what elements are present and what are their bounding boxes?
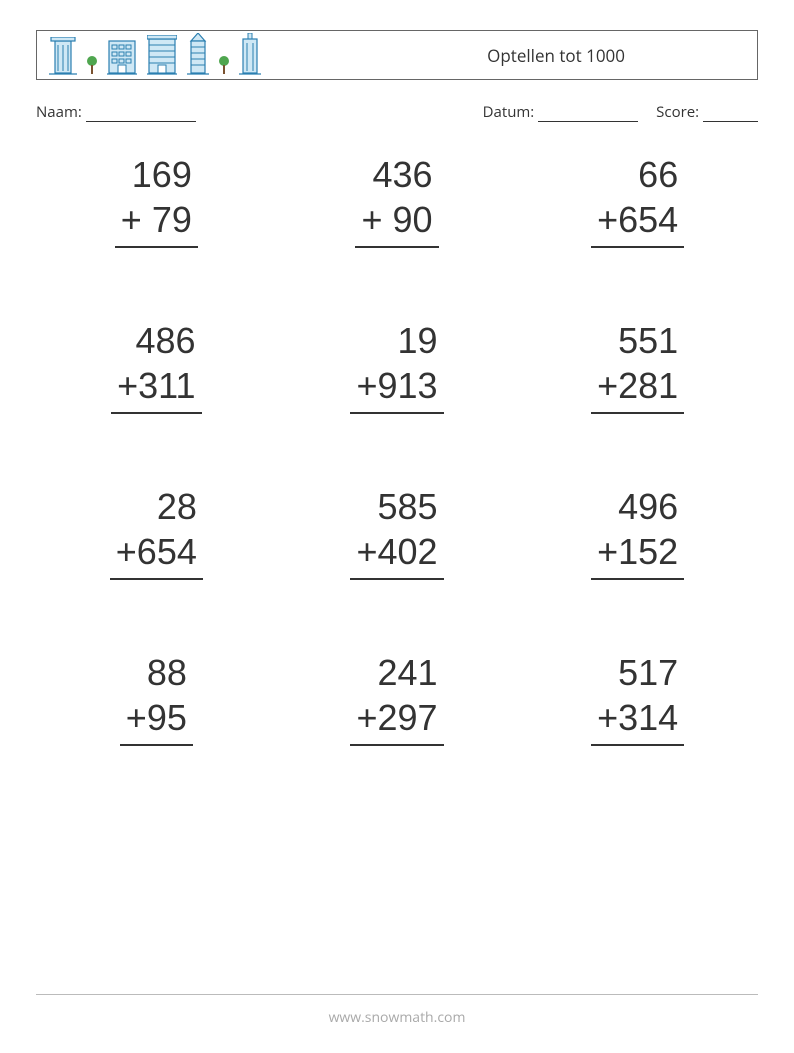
addend-top: 585 xyxy=(350,484,443,529)
addend-bottom: +314 xyxy=(591,695,684,746)
addend-top: 88 xyxy=(120,650,193,695)
addend-bottom: +654 xyxy=(110,529,203,580)
header-box: Optellen tot 1000 xyxy=(36,30,758,80)
addend-top: 517 xyxy=(591,650,684,695)
addend-top: 241 xyxy=(350,650,443,695)
problem: 241+297 xyxy=(297,650,498,746)
addend-top: 28 xyxy=(110,484,203,529)
addend-top: 66 xyxy=(591,152,684,197)
building-icon xyxy=(239,33,261,75)
score-label: Score: xyxy=(656,102,699,122)
date-blank[interactable] xyxy=(538,108,638,122)
buildings-illustration xyxy=(49,35,261,75)
problem: 436+ 90 xyxy=(297,152,498,248)
addend-top: 551 xyxy=(591,318,684,363)
problems-grid: 169+ 79 436+ 90 66+654 486+311 19+913 55… xyxy=(36,152,758,746)
addend-top: 496 xyxy=(591,484,684,529)
addend-top: 436 xyxy=(355,152,438,197)
problem: 169+ 79 xyxy=(56,152,257,248)
date-field: Datum: xyxy=(483,102,639,122)
addend-bottom: +297 xyxy=(350,695,443,746)
worksheet-title: Optellen tot 1000 xyxy=(487,44,745,67)
name-label: Naam: xyxy=(36,102,82,122)
problem: 66+654 xyxy=(537,152,738,248)
name-field: Naam: xyxy=(36,102,196,122)
problem: 88+95 xyxy=(56,650,257,746)
building-icon xyxy=(187,33,209,75)
problem: 486+311 xyxy=(56,318,257,414)
addend-bottom: +913 xyxy=(350,363,443,414)
addend-top: 169 xyxy=(115,152,198,197)
addend-bottom: +281 xyxy=(591,363,684,414)
building-icon xyxy=(107,39,137,75)
addend-bottom: +402 xyxy=(350,529,443,580)
tree-icon xyxy=(219,55,229,75)
addend-bottom: +311 xyxy=(111,363,201,414)
problem: 517+314 xyxy=(537,650,738,746)
score-field: Score: xyxy=(656,102,758,122)
worksheet-page: Optellen tot 1000 Naam: Datum: Score: 16… xyxy=(0,0,794,1053)
addend-bottom: +152 xyxy=(591,529,684,580)
problem: 28+654 xyxy=(56,484,257,580)
addend-top: 486 xyxy=(111,318,201,363)
problem: 585+402 xyxy=(297,484,498,580)
problem: 19+913 xyxy=(297,318,498,414)
tree-icon xyxy=(87,55,97,75)
date-label: Datum: xyxy=(483,102,535,122)
addend-bottom: +654 xyxy=(591,197,684,248)
problem: 496+152 xyxy=(537,484,738,580)
addend-top: 19 xyxy=(350,318,443,363)
building-icon xyxy=(147,35,177,75)
problem: 551+281 xyxy=(537,318,738,414)
score-blank[interactable] xyxy=(703,108,758,122)
info-row: Naam: Datum: Score: xyxy=(36,102,758,122)
addend-bottom: + 90 xyxy=(355,197,438,248)
footer-divider xyxy=(36,994,758,995)
addend-bottom: + 79 xyxy=(115,197,198,248)
addend-bottom: +95 xyxy=(120,695,193,746)
name-blank[interactable] xyxy=(86,108,196,122)
building-icon xyxy=(49,37,77,75)
footer-text: www.snowmath.com xyxy=(0,1008,794,1027)
